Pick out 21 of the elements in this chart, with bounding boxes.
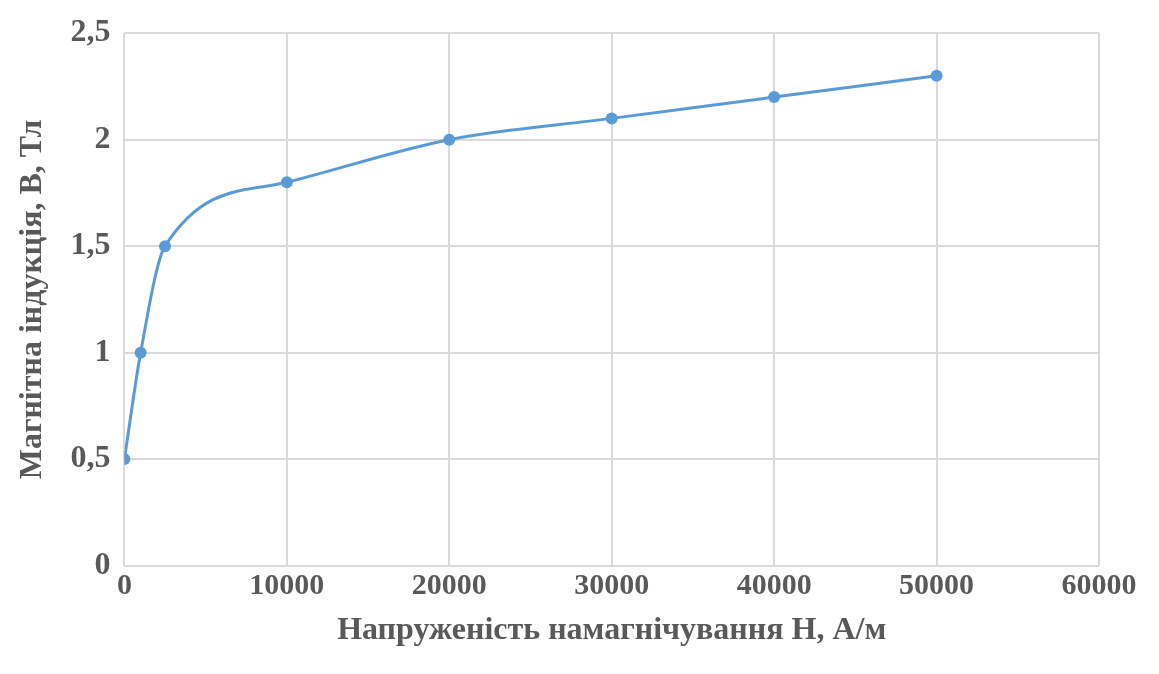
x-tick-label: 60000 bbox=[1061, 567, 1137, 601]
y-tick-label: 2 bbox=[94, 118, 111, 155]
point bbox=[930, 69, 943, 82]
point bbox=[605, 112, 618, 125]
x-tick-label: 40000 bbox=[736, 567, 812, 601]
point bbox=[159, 240, 172, 253]
y-tick-label: 1 bbox=[94, 331, 111, 368]
x-tick-label: 30000 bbox=[574, 567, 650, 601]
x-tick-label: 20000 bbox=[411, 567, 487, 601]
point bbox=[443, 133, 456, 146]
y-tick-label: 1,5 bbox=[70, 225, 111, 262]
x-axis-title: Напруженість намагнічування H, А/м bbox=[337, 610, 887, 647]
y-axis-title: Магнітна індукція, B, Тл bbox=[12, 119, 49, 480]
x-tick-label: 10000 bbox=[249, 567, 325, 601]
y-tick-label: 2,5 bbox=[70, 12, 111, 49]
y-tick-label: 0,5 bbox=[70, 438, 111, 475]
x-tick-label: 50000 bbox=[899, 567, 975, 601]
point bbox=[134, 346, 147, 359]
x-tick-label: 0 bbox=[116, 567, 132, 601]
point bbox=[280, 176, 293, 189]
point bbox=[768, 91, 781, 104]
